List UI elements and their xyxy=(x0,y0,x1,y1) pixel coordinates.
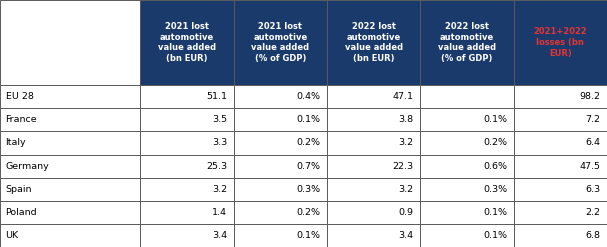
Bar xyxy=(420,108,514,131)
Bar xyxy=(420,85,514,108)
Text: 47.5: 47.5 xyxy=(580,162,600,171)
Text: Germany: Germany xyxy=(5,162,49,171)
Bar xyxy=(0,224,140,247)
Text: 22.3: 22.3 xyxy=(393,162,414,171)
Bar xyxy=(234,108,327,131)
Text: 3.8: 3.8 xyxy=(399,115,414,124)
Bar xyxy=(420,201,514,224)
Bar xyxy=(327,178,420,201)
Text: 3.5: 3.5 xyxy=(212,115,227,124)
Text: 0.2%: 0.2% xyxy=(483,139,507,147)
Bar xyxy=(327,85,420,108)
Text: 0.1%: 0.1% xyxy=(483,231,507,240)
Text: 1.4: 1.4 xyxy=(212,208,227,217)
Bar xyxy=(140,224,234,247)
Text: 7.2: 7.2 xyxy=(586,115,600,124)
Text: 3.2: 3.2 xyxy=(212,185,227,194)
Bar xyxy=(140,178,234,201)
Text: 2022 lost
automotive
value added
(% of GDP): 2022 lost automotive value added (% of G… xyxy=(438,22,496,63)
Bar xyxy=(140,85,234,108)
Bar xyxy=(234,201,327,224)
Bar xyxy=(0,178,140,201)
Bar xyxy=(0,201,140,224)
Bar xyxy=(514,201,607,224)
Text: 0.1%: 0.1% xyxy=(483,115,507,124)
Text: Italy: Italy xyxy=(5,139,26,147)
Text: 2021+2022
losses (bn
EUR): 2021+2022 losses (bn EUR) xyxy=(534,27,587,58)
Text: 0.3%: 0.3% xyxy=(296,185,320,194)
Text: 0.2%: 0.2% xyxy=(296,139,320,147)
Bar xyxy=(420,155,514,178)
Text: 0.6%: 0.6% xyxy=(483,162,507,171)
Bar xyxy=(234,0,327,85)
Text: 51.1: 51.1 xyxy=(206,92,227,101)
Text: 47.1: 47.1 xyxy=(393,92,414,101)
Text: 0.3%: 0.3% xyxy=(483,185,507,194)
Text: France: France xyxy=(5,115,37,124)
Bar xyxy=(0,155,140,178)
Bar xyxy=(514,85,607,108)
Text: 98.2: 98.2 xyxy=(580,92,600,101)
Bar xyxy=(0,108,140,131)
Bar xyxy=(327,108,420,131)
Text: UK: UK xyxy=(5,231,19,240)
Text: 0.1%: 0.1% xyxy=(483,208,507,217)
Bar xyxy=(327,131,420,155)
Bar xyxy=(140,131,234,155)
Text: 3.3: 3.3 xyxy=(212,139,227,147)
Text: 2021 lost
automotive
value added
(bn EUR): 2021 lost automotive value added (bn EUR… xyxy=(158,22,216,63)
Bar xyxy=(420,131,514,155)
Bar xyxy=(140,201,234,224)
Bar xyxy=(420,224,514,247)
Bar xyxy=(514,108,607,131)
Bar xyxy=(327,155,420,178)
Bar xyxy=(514,131,607,155)
Bar xyxy=(0,85,140,108)
Text: 3.4: 3.4 xyxy=(399,231,414,240)
Text: 0.9: 0.9 xyxy=(399,208,414,217)
Text: 2021 lost
automotive
value added
(% of GDP): 2021 lost automotive value added (% of G… xyxy=(251,22,310,63)
Text: EU 28: EU 28 xyxy=(5,92,33,101)
Bar xyxy=(327,224,420,247)
Bar xyxy=(234,85,327,108)
Bar xyxy=(420,0,514,85)
Bar xyxy=(140,155,234,178)
Text: Poland: Poland xyxy=(5,208,37,217)
Bar xyxy=(514,224,607,247)
Text: 0.1%: 0.1% xyxy=(296,231,320,240)
Bar xyxy=(234,131,327,155)
Bar xyxy=(0,131,140,155)
Bar xyxy=(140,0,234,85)
Text: 3.4: 3.4 xyxy=(212,231,227,240)
Text: 0.2%: 0.2% xyxy=(296,208,320,217)
Text: 0.1%: 0.1% xyxy=(296,115,320,124)
Bar xyxy=(514,178,607,201)
Text: 25.3: 25.3 xyxy=(206,162,227,171)
Text: 6.8: 6.8 xyxy=(586,231,600,240)
Text: 3.2: 3.2 xyxy=(399,185,414,194)
Bar xyxy=(327,0,420,85)
Text: 2022 lost
automotive
value added
(bn EUR): 2022 lost automotive value added (bn EUR… xyxy=(345,22,402,63)
Bar xyxy=(514,0,607,85)
Bar xyxy=(327,201,420,224)
Bar xyxy=(0,0,140,85)
Text: 3.2: 3.2 xyxy=(399,139,414,147)
Text: 0.4%: 0.4% xyxy=(296,92,320,101)
Bar xyxy=(514,155,607,178)
Bar xyxy=(234,224,327,247)
Text: 2.2: 2.2 xyxy=(586,208,600,217)
Text: 0.7%: 0.7% xyxy=(296,162,320,171)
Bar xyxy=(234,178,327,201)
Text: Spain: Spain xyxy=(5,185,32,194)
Bar xyxy=(234,155,327,178)
Text: 6.4: 6.4 xyxy=(586,139,600,147)
Bar xyxy=(420,178,514,201)
Text: 6.3: 6.3 xyxy=(585,185,600,194)
Bar xyxy=(140,108,234,131)
